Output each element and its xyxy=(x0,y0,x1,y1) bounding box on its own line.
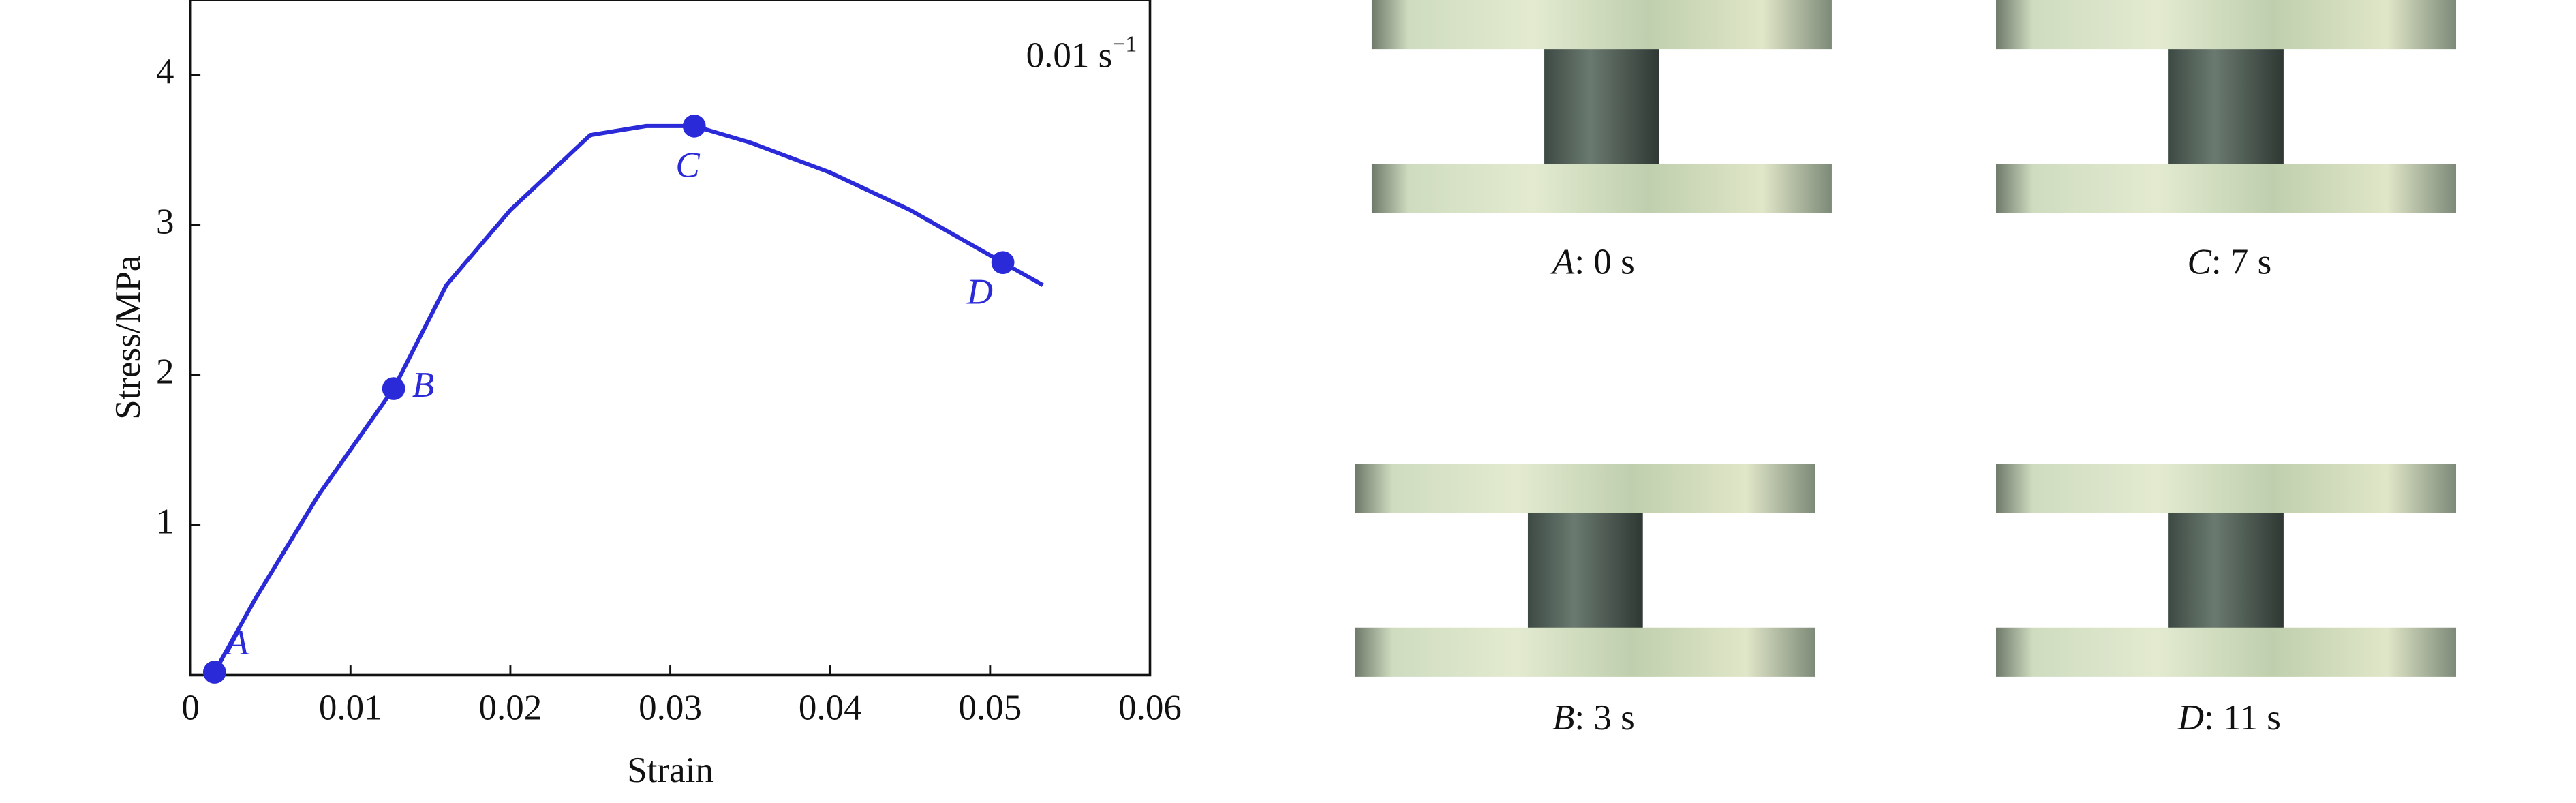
top-plate xyxy=(1371,0,1832,50)
x-axis-label: Strain xyxy=(627,751,714,790)
x-tick-label: 0.02 xyxy=(479,688,542,728)
point-label: B xyxy=(412,365,434,405)
photo-caption: D: 11 s xyxy=(2177,698,2281,738)
caption-letter: A xyxy=(1550,243,1575,282)
y-tick-label: 1 xyxy=(156,502,174,542)
photo-panels: A: 0 s C: 7 s B: 3 s D: 11 s xyxy=(1355,0,2457,738)
photo-caption: B: 3 s xyxy=(1552,698,1635,738)
top-plate xyxy=(1996,0,2457,50)
caption-time: : 0 s xyxy=(1574,243,1634,282)
rate-annotation: 0.01 s−1 xyxy=(1026,31,1137,76)
rate-text: 0.01 s xyxy=(1026,36,1113,76)
x-tick-label: 0.03 xyxy=(639,688,702,728)
caption-time: : 11 s xyxy=(2204,698,2281,738)
bottom-plate xyxy=(1371,164,1832,213)
x-tick-label: 0.06 xyxy=(1118,688,1182,728)
x-tick-label: 0.01 xyxy=(319,688,382,728)
caption-time: : 3 s xyxy=(1574,698,1634,738)
key-point xyxy=(682,115,706,138)
stress-curve xyxy=(213,123,1044,673)
rate-exponent: −1 xyxy=(1112,31,1137,57)
specimen xyxy=(2168,49,2284,168)
caption-letter: D xyxy=(2177,698,2204,738)
x-tick-label: 0 xyxy=(181,688,200,728)
caption-letter: B xyxy=(1552,698,1574,738)
photo-caption: A: 0 s xyxy=(1550,243,1635,282)
y-axis-label: Stress/MPa xyxy=(108,256,148,420)
top-plate xyxy=(1996,464,2457,513)
plot-frame xyxy=(189,0,1152,677)
specimen xyxy=(2168,513,2284,631)
y-tick-label: 3 xyxy=(156,202,174,241)
x-tick-label: 0.04 xyxy=(799,688,862,728)
point-label: A xyxy=(224,623,249,663)
caption-letter: C xyxy=(2187,243,2211,282)
top-plate xyxy=(1355,464,1815,513)
point-label: D xyxy=(966,272,993,312)
key-point xyxy=(202,661,226,684)
specimen xyxy=(1544,49,1659,168)
y-tick-label: 4 xyxy=(156,52,174,91)
photo-caption: C: 7 s xyxy=(2187,243,2271,282)
point-label: C xyxy=(675,146,700,185)
key-point xyxy=(991,251,1015,275)
specimen xyxy=(1527,513,1643,631)
caption-time: : 7 s xyxy=(2211,243,2271,282)
x-tick-label: 0.05 xyxy=(958,688,1022,728)
key-point xyxy=(382,377,405,400)
bottom-plate xyxy=(1996,164,2457,213)
bottom-plate xyxy=(1355,627,1815,677)
bottom-plate xyxy=(1996,627,2457,677)
y-tick-label: 2 xyxy=(156,352,174,391)
